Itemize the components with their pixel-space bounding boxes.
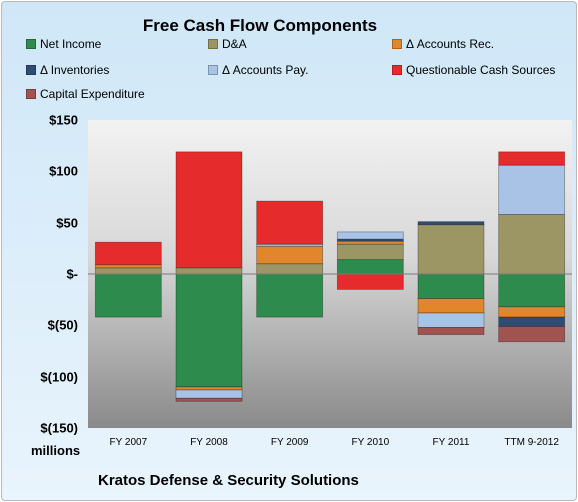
bar-segment [498, 214, 566, 275]
legend-swatch [208, 39, 218, 49]
bar-segment [417, 298, 485, 314]
bar-segment [498, 151, 566, 166]
bar-segment [498, 316, 566, 327]
bar-segment [336, 259, 404, 275]
bar-segment [94, 264, 162, 269]
y-tick-label: $(50) [47, 317, 78, 333]
legend-item: D&A [208, 37, 247, 51]
y-tick-label: $50 [56, 215, 78, 231]
bar-segment [336, 273, 404, 290]
bar-segment [256, 200, 324, 245]
legend-label: Capital Expenditure [40, 87, 145, 101]
bar-segment [175, 397, 243, 402]
bar-segment [498, 325, 566, 343]
bar-segment [417, 326, 485, 335]
x-tick-label: FY 2009 [270, 437, 309, 448]
legend-swatch [26, 39, 36, 49]
bar-segment [417, 224, 485, 275]
legend-swatch [392, 39, 402, 49]
legend-label: Δ Accounts Rec. [406, 37, 495, 51]
legend-item: Δ Accounts Rec. [392, 37, 494, 51]
legend-swatch [26, 89, 36, 99]
legend-item: Δ Inventories [26, 63, 109, 77]
legend-item: Questionable Cash Sources [392, 63, 555, 77]
y-tick-label: $(150) [40, 420, 78, 436]
legend-swatch [392, 65, 402, 75]
legend-item: Δ Accounts Pay. [208, 63, 309, 77]
bar-segment [175, 389, 243, 399]
y-tick-label: $150 [49, 112, 78, 128]
bar-segment [498, 164, 566, 215]
bar-segment [175, 386, 243, 391]
bar-segment [417, 273, 485, 300]
x-tick-label: TTM 9-2012 [504, 437, 559, 448]
bar-segment [417, 221, 485, 226]
bar-segment [94, 241, 162, 266]
bar-segment [417, 312, 485, 328]
legend-item: Capital Expenditure [26, 87, 145, 101]
legend-label: Net Income [40, 37, 102, 51]
x-tick-label: FY 2007 [109, 437, 148, 448]
y-tick-label: $100 [49, 163, 78, 179]
legend-label: Questionable Cash Sources [406, 63, 556, 77]
bar-segment [498, 306, 566, 318]
y-tick-label: $(100) [40, 369, 78, 385]
bar-segment [256, 263, 324, 275]
legend-label: D&A [222, 37, 247, 51]
bar-segment [256, 245, 324, 265]
legend-label: Δ Inventories [40, 63, 110, 77]
bar-segment [336, 243, 404, 261]
x-tick-label: FY 2011 [432, 437, 470, 448]
bar-segment [94, 273, 162, 318]
bar-segment [175, 267, 243, 275]
bar-segment [175, 273, 243, 388]
plot-area [88, 120, 572, 428]
bar-segment [94, 267, 162, 275]
chart-title: Free Cash Flow Components [142, 16, 378, 35]
bar-segment [256, 273, 324, 318]
legend-label: Δ Accounts Pay. [222, 63, 309, 77]
company-name: Kratos Defense & Security Solutions [98, 472, 359, 489]
bar-segment [498, 273, 566, 308]
y-tick-label: $- [66, 266, 78, 282]
legend-swatch [26, 65, 36, 75]
x-tick-label: FY 2008 [190, 437, 228, 448]
legend-item: Net Income [26, 37, 101, 51]
legend-swatch [208, 65, 218, 75]
bar-segment [336, 231, 404, 240]
bar-segment [175, 151, 243, 269]
units-label: millions [31, 443, 81, 458]
x-tick-label: FY 2010 [351, 437, 390, 448]
bar-segment [336, 240, 404, 245]
